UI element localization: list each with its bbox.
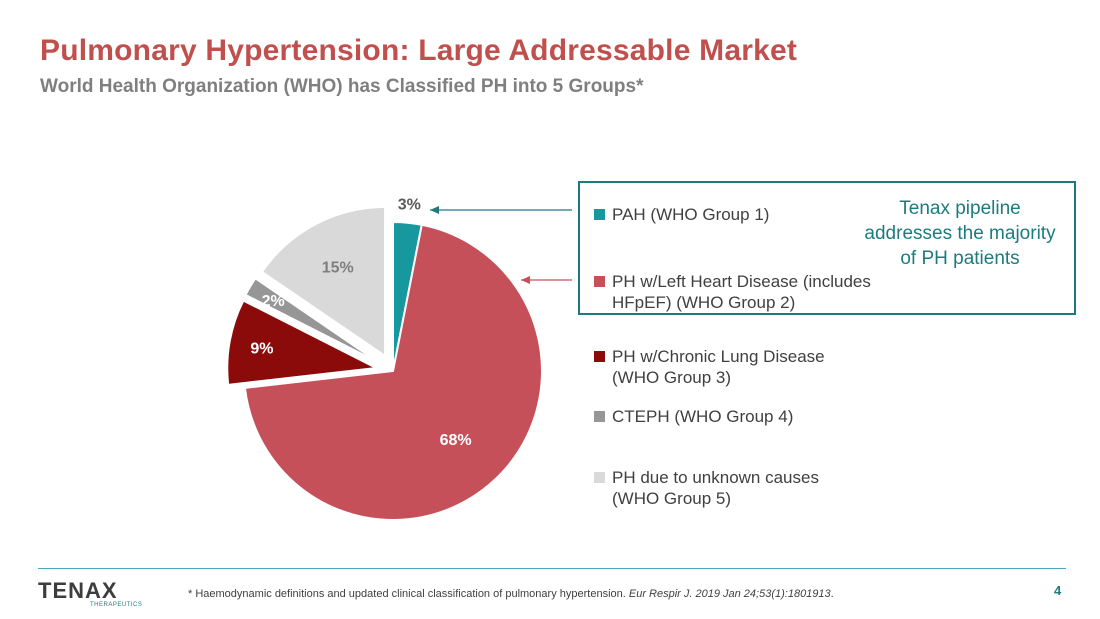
pie-data-label: 15% xyxy=(322,259,354,276)
legend-label: PAH (WHO Group 1) xyxy=(612,205,770,224)
legend-label: (WHO Group 5) xyxy=(612,489,732,508)
callout-arrow-head xyxy=(430,206,439,214)
pie-slice xyxy=(243,223,543,521)
logo-subtext: THERAPEUTICS xyxy=(90,602,142,608)
footer-rule xyxy=(38,568,1066,569)
legend-swatch xyxy=(594,209,605,220)
legend-item-unknown: PH due to unknown causes (WHO Group 5) xyxy=(594,467,932,509)
legend-item-lung: PH w/Chronic Lung Disease (WHO Group 3) xyxy=(594,346,932,388)
footnote: * Haemodynamic definitions and updated c… xyxy=(188,588,834,600)
legend-swatch xyxy=(594,472,605,483)
legend-label: HFpEF) (WHO Group 2) xyxy=(612,293,796,312)
legend-swatch xyxy=(594,351,605,362)
legend-swatch xyxy=(594,276,605,287)
pie-slice xyxy=(260,205,387,358)
pie-slice xyxy=(244,276,379,364)
legend-item-cteph: CTEPH (WHO Group 4) xyxy=(594,406,932,427)
logo-text: TENAX xyxy=(38,578,118,603)
legend-label: PH due to unknown causes xyxy=(612,468,819,487)
callout-text: Tenax pipeline addresses the majority of… xyxy=(845,196,1075,271)
legend-label: CTEPH (WHO Group 4) xyxy=(612,407,794,426)
pie-data-label: 68% xyxy=(440,432,472,449)
callout-line: addresses the majority xyxy=(864,223,1056,244)
legend-label: PH w/Left Heart Disease (includes xyxy=(612,272,871,291)
legend-label: (WHO Group 3) xyxy=(612,368,732,387)
slide-subtitle: World Health Organization (WHO) has Clas… xyxy=(40,76,644,97)
pie-data-label: 3% xyxy=(398,196,421,213)
page-number: 4 xyxy=(1054,583,1062,598)
pie-slice xyxy=(226,299,380,386)
footnote-citation: Eur Respir J. 2019 Jan 24;53(1):1801913 xyxy=(628,588,831,600)
footnote-end: . xyxy=(830,588,834,600)
legend-item-pah: PAH (WHO Group 1) xyxy=(594,204,932,225)
slide-title: Pulmonary Hypertension: Large Addressabl… xyxy=(40,34,798,67)
pie-data-label: 9% xyxy=(250,340,273,357)
legend-swatch xyxy=(594,411,605,422)
legend-label: PH w/Chronic Lung Disease xyxy=(612,347,825,366)
footnote-text: * Haemodynamic definitions and updated c… xyxy=(188,588,629,600)
callout-arrow-head xyxy=(521,276,530,284)
callout-box xyxy=(578,181,1076,315)
pie-data-label: 2% xyxy=(262,293,285,310)
callout-line: of PH patients xyxy=(900,248,1020,269)
legend-item-left-heart: PH w/Left Heart Disease (includes HFpEF)… xyxy=(594,271,932,313)
tenax-logo: TENAX THERAPEUTICS xyxy=(38,578,142,608)
callout-line: Tenax pipeline xyxy=(899,198,1021,219)
